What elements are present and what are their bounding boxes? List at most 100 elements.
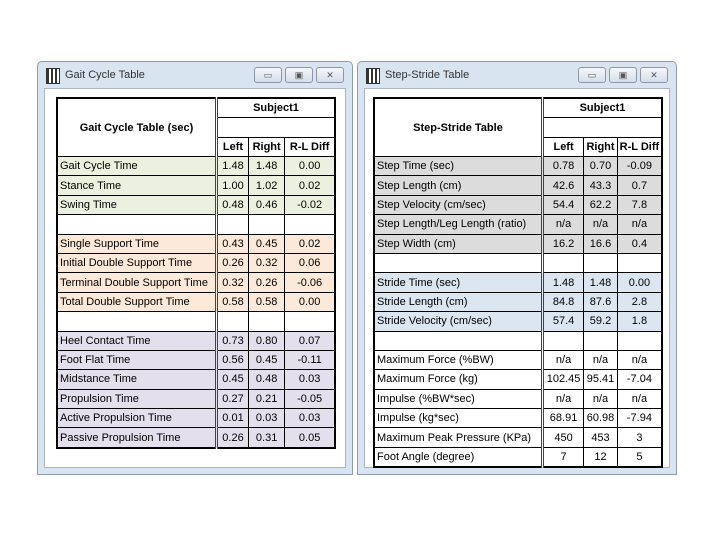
- table-row: Heel Contact Time 0.73 0.80 0.07: [56, 330, 336, 351]
- table-row: Stride Length (cm) 84.8 87.6 2.8: [373, 291, 663, 313]
- table-row: Step Velocity (cm/sec) 54.4 62.2 7.8: [373, 194, 663, 216]
- cell-value: 1.48: [216, 155, 249, 177]
- cell-value: 7: [541, 446, 585, 468]
- table-row: Initial Double Support Time 0.26 0.32 0.06: [56, 252, 336, 274]
- cell-value: 87.6: [583, 291, 618, 313]
- row-label: Stance Time: [56, 175, 218, 196]
- minimize-button[interactable]: ▭: [578, 67, 606, 83]
- row-label: Initial Double Support Time: [56, 252, 218, 274]
- cell-value: 16.6: [583, 233, 618, 254]
- cell-value: 0.32: [247, 252, 286, 274]
- table-row: Impulse (kg*sec) 68.91 60.98 -7.94: [373, 408, 663, 429]
- cell-value: 43.3: [583, 175, 618, 196]
- cell-value: 59.2: [583, 311, 618, 332]
- row-label: Heel Contact Time: [56, 330, 218, 351]
- cell-value: 84.8: [541, 291, 585, 313]
- cell-value: 1.8: [616, 311, 663, 332]
- table-row: Active Propulsion Time 0.01 0.03 0.03: [56, 408, 336, 429]
- row-label: Impulse (%BW*sec): [373, 388, 544, 410]
- title-bar[interactable]: Step-Stride Table ▭ ▣ ✕: [358, 62, 676, 88]
- table-row: Maximum Force (%BW) n/a n/a n/a: [373, 349, 663, 371]
- window-title: Gait Cycle Table: [65, 69, 145, 81]
- row-label: Terminal Double Support Time: [56, 272, 218, 293]
- cell-value: 0.00: [616, 272, 663, 293]
- cell-value: 0.58: [247, 291, 286, 313]
- cell-value: 450: [541, 427, 585, 448]
- cell-value: [583, 330, 618, 351]
- cell-value: 1.48: [583, 272, 618, 293]
- window-title: Step-Stride Table: [385, 69, 470, 81]
- close-button[interactable]: ✕: [640, 67, 668, 83]
- cell-value: -0.02: [284, 194, 336, 216]
- row-label: Single Support Time: [56, 233, 218, 254]
- cell-value: n/a: [583, 214, 618, 235]
- cell-value: [216, 311, 249, 332]
- row-label: Step Width (cm): [373, 233, 544, 254]
- cell-value: -0.11: [284, 349, 336, 371]
- row-label: Swing Time: [56, 194, 218, 216]
- cell-value: 3: [616, 427, 663, 448]
- cell-value: [247, 214, 286, 235]
- table-row: Terminal Double Support Time 0.32 0.26 -0.0…: [56, 272, 336, 293]
- step-stride-table: Step-Stride Table Subject1 Left Right R-L Di…: [373, 97, 663, 469]
- cell-value: 68.91: [541, 408, 585, 429]
- cell-value: 0.73: [216, 330, 249, 351]
- row-label: Maximum Peak Pressure (KPa): [373, 427, 544, 448]
- cell-value: -0.06: [284, 272, 336, 293]
- table-row: Foot Flat Time 0.56 0.45 -0.11: [56, 349, 336, 371]
- cell-value: -7.04: [616, 369, 663, 390]
- cell-value: [284, 311, 336, 332]
- cell-value: 5: [616, 446, 663, 468]
- table-row: Total Double Support Time 0.58 0.58 0.00: [56, 291, 336, 313]
- cell-value: 0.31: [247, 427, 286, 449]
- row-label: Total Double Support Time: [56, 291, 218, 313]
- app-icon: [46, 68, 60, 84]
- table-row: [56, 214, 336, 235]
- table-row: Maximum Peak Pressure (KPa) 450 453 3: [373, 427, 663, 448]
- cell-value: [583, 252, 618, 274]
- cell-value: [616, 252, 663, 274]
- row-label: Stride Length (cm): [373, 291, 544, 313]
- cell-value: n/a: [616, 388, 663, 410]
- cell-value: n/a: [541, 349, 585, 371]
- cell-value: 62.2: [583, 194, 618, 216]
- table-row: Gait Cycle Time 1.48 1.48 0.00: [56, 155, 336, 177]
- subject-header: Subject1: [542, 97, 663, 118]
- title-bar[interactable]: Gait Cycle Table ▭ ▣ ✕: [38, 62, 352, 88]
- table-row: Step Length/Leg Length (ratio) n/a n/a n/a: [373, 214, 663, 235]
- table-header: Gait Cycle Table (sec): [56, 97, 218, 157]
- row-label: [56, 214, 218, 235]
- maximize-button[interactable]: ▣: [285, 67, 313, 83]
- cell-value: [247, 311, 286, 332]
- cell-value: 0.32: [216, 272, 249, 293]
- cell-value: 0.56: [216, 349, 249, 371]
- table-row: Impulse (%BW*sec) n/a n/a n/a: [373, 388, 663, 410]
- cell-value: 0.43: [216, 233, 249, 254]
- row-label: Step Length/Leg Length (ratio): [373, 214, 544, 235]
- app-icon: [366, 68, 380, 84]
- row-label: [373, 252, 544, 274]
- cell-value: 54.4: [541, 194, 585, 216]
- cell-value: 0.03: [284, 369, 336, 390]
- cell-value: 0.00: [284, 155, 336, 177]
- row-label: Propulsion Time: [56, 388, 218, 410]
- table-row: Swing Time 0.48 0.46 -0.02: [56, 194, 336, 216]
- cell-value: -7.94: [616, 408, 663, 429]
- cell-value: 7.8: [616, 194, 663, 216]
- cell-value: 0.45: [216, 369, 249, 390]
- cell-value: 0.45: [247, 233, 286, 254]
- cell-value: 0.78: [541, 155, 585, 177]
- cell-value: 16.2: [541, 233, 585, 254]
- cell-value: n/a: [541, 214, 585, 235]
- table-row: Stride Velocity (cm/sec) 57.4 59.2 1.8: [373, 311, 663, 332]
- column-header: R-L Diff: [616, 137, 663, 157]
- table-row: Step Time (sec) 0.78 0.70 -0.09: [373, 155, 663, 177]
- close-button[interactable]: ✕: [316, 67, 344, 83]
- gait-cycle-window: Gait Cycle Table ▭ ▣ ✕ Gait Cycle Table (s…: [37, 61, 353, 475]
- cell-value: 0.58: [216, 291, 249, 313]
- blank-header: [216, 117, 336, 138]
- minimize-button[interactable]: ▭: [254, 67, 282, 83]
- row-label: Passive Propulsion Time: [56, 427, 218, 449]
- maximize-button[interactable]: ▣: [609, 67, 637, 83]
- row-label: Step Length (cm): [373, 175, 544, 196]
